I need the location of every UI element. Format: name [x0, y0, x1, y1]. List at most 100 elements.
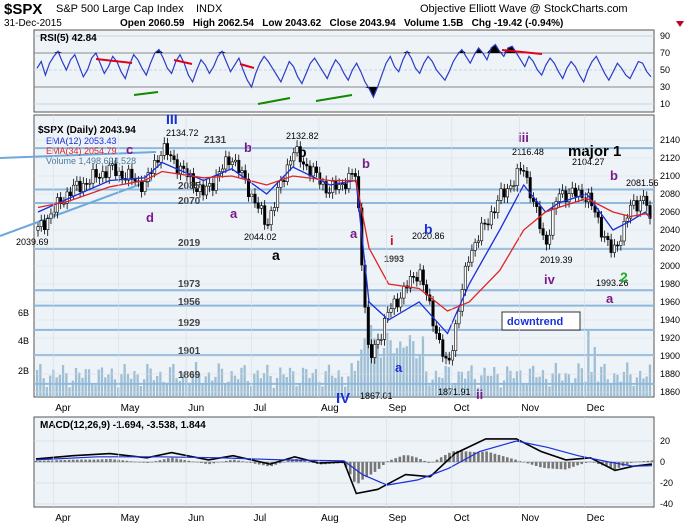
price-tick-label: 2000 [660, 261, 680, 271]
candle-body [616, 244, 620, 247]
macd-histogram-bar [357, 462, 360, 484]
macd-histogram-bar [526, 462, 530, 464]
rsi-tick-label: 10 [660, 99, 670, 109]
candle-body [301, 161, 305, 165]
macd-histogram-bar [100, 459, 104, 462]
macd-histogram-bar [435, 459, 439, 462]
macd-tick-label: 0 [660, 457, 665, 467]
level-2131: 2131 [204, 135, 227, 146]
volume-bar [603, 363, 606, 397]
volume-bar [382, 347, 386, 397]
macd-histogram-bar [51, 460, 54, 462]
date-label: 31-Dec-2015 [4, 18, 62, 29]
macd-histogram-bar [410, 456, 414, 462]
candle-body [648, 205, 652, 219]
macd-month-label: Dec [587, 513, 605, 524]
macd-histogram-bar [605, 462, 608, 467]
candle-body [42, 220, 46, 231]
candle-body [389, 308, 393, 313]
candle-body [224, 156, 228, 170]
volume-bar [415, 358, 418, 397]
candle-body [454, 323, 458, 351]
volume-bar [308, 378, 311, 397]
macd-histogram-bar [534, 462, 538, 466]
volume-bar [288, 367, 292, 397]
candle-body [272, 207, 276, 211]
candle-body [175, 159, 179, 175]
macd-histogram-bar [113, 459, 116, 462]
candle-body [75, 180, 79, 186]
volume-bar [431, 379, 434, 397]
volume-bar [538, 376, 541, 397]
macd-histogram-bar [146, 462, 149, 463]
wave-a3: a [606, 291, 614, 306]
volume-bar [421, 336, 425, 397]
volume-bar [350, 363, 353, 397]
rsi-line [36, 43, 652, 99]
macd-histogram-bar [80, 459, 83, 462]
candle-body [441, 339, 445, 357]
rsi-tick-label: 50 [660, 65, 670, 75]
candle-body [311, 166, 315, 177]
price-label-2019b: 2019.39 [540, 255, 573, 265]
volume-bar [486, 375, 489, 397]
candle-body [227, 156, 231, 166]
macd-histogram-bar [464, 451, 468, 462]
volume-bar [272, 387, 275, 397]
volume-bar [58, 374, 61, 397]
month-label: Jun [188, 403, 204, 414]
candle-body [645, 195, 649, 206]
volume-bar [123, 364, 126, 397]
volume-bar [217, 363, 220, 397]
macd-histogram-bar [278, 462, 282, 464]
candle-body [408, 275, 412, 289]
macd-month-label: Apr [55, 513, 71, 524]
candle-body [502, 188, 506, 198]
candle-body [505, 188, 509, 198]
volume-bar [438, 377, 441, 397]
macd-histogram-bar [563, 462, 567, 470]
macd-histogram-bar [377, 462, 381, 469]
macd-histogram-bar [572, 462, 575, 467]
candle-body [577, 189, 581, 197]
volume-legend: Volume 1,498,694,528 [46, 156, 136, 166]
macd-histogram-bar [71, 459, 75, 462]
price-tick-label: 1940 [660, 315, 680, 325]
macd-histogram-bar [299, 460, 302, 462]
external-trendline-1 [0, 151, 157, 159]
volume-bar [399, 341, 402, 397]
volume-bar [587, 331, 590, 397]
ema34-line [37, 170, 651, 312]
candle-body [431, 300, 435, 327]
candle-body [172, 155, 176, 160]
volume-bar [152, 380, 155, 397]
candle-body [85, 183, 89, 185]
volume-bar [194, 362, 198, 397]
volume-bar [126, 373, 130, 397]
candle-body [499, 188, 503, 201]
wave-IV: IV [336, 390, 350, 407]
volume-bar [246, 381, 249, 397]
volume-bar [570, 384, 574, 397]
volume-tick-label: 6B [18, 308, 29, 318]
volume-bar [94, 385, 97, 397]
volume-bar [327, 364, 331, 397]
macd-histogram-bar [394, 458, 397, 462]
volume-bar [369, 325, 373, 397]
candle-body [638, 200, 642, 212]
volume-bar [373, 338, 376, 397]
candle-body [386, 312, 390, 319]
macd-histogram-bar [559, 462, 563, 470]
volume-bar [583, 381, 587, 397]
price-label-2081: 2081.56 [626, 178, 659, 188]
candle-body [195, 187, 199, 193]
candle-body [36, 226, 40, 231]
volume-bar [528, 368, 532, 397]
candle-body [373, 344, 377, 358]
candle-body [340, 183, 344, 185]
candle-body [88, 182, 92, 185]
macd-histogram-bar [138, 462, 141, 463]
candle-body [457, 310, 461, 325]
volume-bar [464, 378, 467, 397]
month-label: Sep [388, 403, 406, 414]
